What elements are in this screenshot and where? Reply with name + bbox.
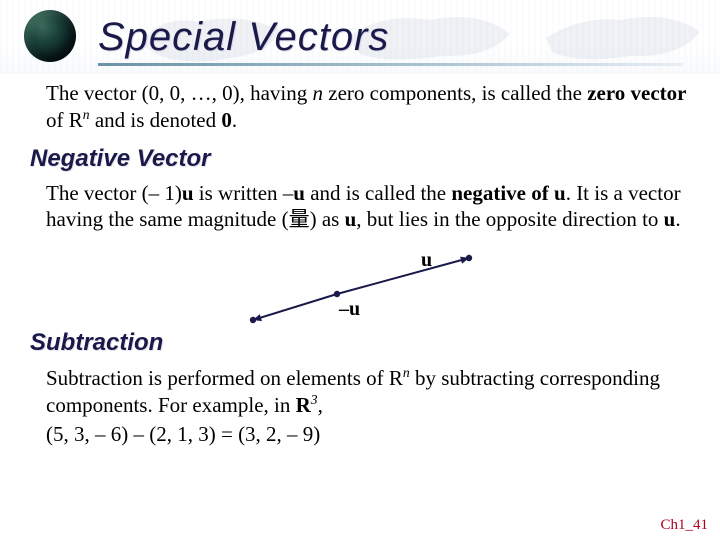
- subtraction-example: (5, 3, – 6) – (2, 1, 3) = (3, 2, – 9): [46, 421, 688, 447]
- slide-header: Special Vectors: [0, 0, 720, 74]
- text: of R: [46, 108, 83, 132]
- heading-negative-vector: Negative Vector: [30, 144, 688, 174]
- text: zero components, is called the: [323, 81, 587, 105]
- slide-content: The vector (0, 0, …, 0), having n zero c…: [0, 74, 720, 447]
- slide-title: Special Vectors: [98, 15, 389, 60]
- zero-vector-paragraph: The vector (0, 0, …, 0), having n zero c…: [46, 80, 688, 134]
- vec-u: u: [293, 181, 305, 205]
- vec-u: u: [182, 181, 194, 205]
- var-n: n: [313, 81, 324, 105]
- text: .: [232, 108, 237, 132]
- text: The vector (0, 0, …, 0), having: [46, 81, 313, 105]
- title-underline: [98, 63, 683, 66]
- map-silhouette-3: [540, 8, 710, 68]
- heading-subtraction: Subtraction: [30, 328, 688, 358]
- text: , but lies in the opposite direction to: [356, 207, 663, 231]
- vec-u: u: [345, 207, 357, 231]
- text: and is denoted: [90, 108, 222, 132]
- text: .: [675, 207, 680, 231]
- diagram-label-u: u: [421, 249, 432, 271]
- zero-symbol: 0: [221, 108, 232, 132]
- text: and is called the: [305, 181, 451, 205]
- R-symbol: R: [296, 393, 311, 417]
- text: The vector (– 1): [46, 181, 182, 205]
- exponent-n: n: [83, 107, 90, 122]
- exponent-n: n: [403, 365, 410, 380]
- term-negative-of-u: negative of u: [451, 181, 565, 205]
- text: is written –: [194, 181, 294, 205]
- diagram-label-neg-u: –u: [338, 298, 360, 320]
- exponent-3: 3: [311, 392, 318, 407]
- negative-vector-paragraph: The vector (– 1)u is written –u and is c…: [46, 180, 688, 233]
- globe-icon: [24, 10, 76, 62]
- text: Subtraction is performed on elements of …: [46, 366, 403, 390]
- vec-u: u: [664, 207, 676, 231]
- subtraction-paragraph: Subtraction is performed on elements of …: [46, 364, 688, 419]
- term-zero-vector: zero vector: [587, 81, 686, 105]
- vector-diagram: u –u: [237, 242, 497, 334]
- slide-number: Ch1_41: [660, 517, 708, 534]
- text: ,: [318, 393, 323, 417]
